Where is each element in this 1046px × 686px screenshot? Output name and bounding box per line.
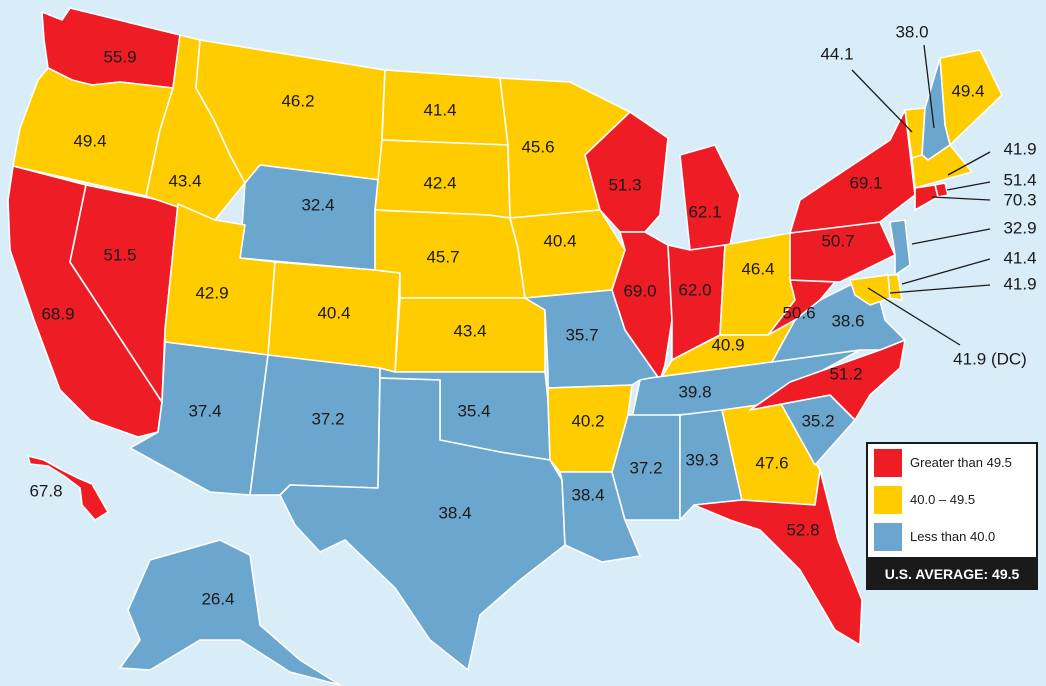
legend-item-low: Less than 40.0: [868, 518, 1036, 555]
value-label-sd: 42.4: [423, 173, 456, 192]
value-label-me: 49.4: [951, 81, 984, 100]
state-fl: [693, 469, 863, 646]
legend-swatch-high: [874, 448, 902, 477]
legend-item-mid: 40.0 – 49.5: [868, 481, 1036, 518]
value-label-nd: 41.4: [423, 100, 456, 119]
value-label-va: 38.6: [831, 311, 864, 330]
legend-swatch-low: [874, 522, 902, 551]
value-label-al: 39.3: [685, 450, 718, 469]
value-label-ri: 51.4: [1003, 170, 1036, 189]
value-label-ga: 47.6: [755, 453, 788, 472]
value-label-de: 41.4: [1003, 248, 1036, 267]
value-label-ct: 70.3: [1003, 190, 1036, 209]
state-ak: [119, 539, 341, 686]
state-hi: [27, 455, 109, 521]
value-label-nj: 32.9: [1003, 218, 1036, 237]
value-label-wv: 50.6: [782, 303, 815, 322]
state-wy: [239, 164, 381, 271]
state-value-labels: 55.9 49.4 68.9 51.5 43.4 46.2 32.4 42.9 40.4 37.4…: [29, 22, 1036, 608]
value-label-hi: 67.8: [29, 481, 62, 500]
value-label-ak: 26.4: [201, 589, 234, 608]
value-label-mo: 35.7: [565, 325, 598, 344]
value-label-la: 38.4: [571, 485, 604, 504]
legend: Greater than 49.5 40.0 – 49.5 Less than …: [866, 442, 1038, 590]
legend-label-low: Less than 40.0: [910, 529, 996, 544]
legend-swatch-mid: [874, 485, 902, 514]
value-label-wy: 32.4: [301, 195, 334, 214]
value-label-mn: 45.6: [521, 137, 554, 156]
value-label-vt: 44.1: [820, 44, 853, 63]
value-label-oh: 46.4: [741, 259, 774, 278]
value-label-ky: 40.9: [711, 335, 744, 354]
state-nc: [749, 339, 906, 421]
state-wi: [584, 111, 669, 233]
value-label-ar: 40.2: [571, 411, 604, 430]
value-label-ut: 42.9: [195, 283, 228, 302]
value-label-ne: 45.7: [426, 247, 459, 266]
value-label-ms: 37.2: [629, 458, 662, 477]
value-label-nh: 38.0: [895, 22, 928, 41]
value-label-mi: 62.1: [688, 202, 721, 221]
callout-line-ct: [931, 196, 991, 201]
callout-line-de: [901, 258, 991, 285]
value-label-co: 40.4: [317, 303, 350, 322]
callout-line-nh: [923, 44, 935, 129]
state-il: [611, 231, 673, 381]
value-label-in: 62.0: [678, 280, 711, 299]
value-label-il: 69.0: [623, 281, 656, 300]
value-label-ma: 41.9: [1003, 139, 1036, 158]
value-label-tn: 39.8: [678, 382, 711, 401]
legend-item-high: Greater than 49.5: [868, 444, 1036, 481]
value-label-ok: 35.4: [457, 401, 490, 420]
value-label-nv: 51.5: [103, 245, 136, 264]
value-label-ca: 68.9: [41, 304, 74, 323]
state-shapes: [7, 7, 1003, 686]
value-label-nc: 51.2: [829, 364, 862, 383]
us-average-label: U.S. AVERAGE: 49.5: [866, 557, 1038, 590]
value-label-ks: 43.4: [453, 321, 486, 340]
value-label-ia: 40.4: [543, 231, 576, 250]
value-label-ny: 69.1: [849, 173, 882, 192]
value-label-or: 49.4: [73, 131, 106, 150]
callout-line-ri: [946, 181, 991, 191]
value-label-nm: 37.2: [311, 409, 344, 428]
state-ia: [509, 209, 626, 299]
value-label-id: 43.4: [168, 171, 201, 190]
value-label-pa: 50.7: [821, 231, 854, 250]
value-label-mt: 46.2: [281, 91, 314, 110]
callout-line-md: [889, 284, 991, 294]
value-label-sc: 35.2: [801, 411, 834, 430]
state-mi: [679, 144, 741, 251]
callout-line-ma: [947, 151, 991, 176]
callout-lines: [851, 44, 991, 346]
value-label-fl: 52.8: [786, 520, 819, 539]
value-label-az: 37.4: [188, 401, 221, 420]
callout-line-dc: [867, 287, 961, 346]
value-label-dc: 41.9 (DC): [953, 349, 1027, 368]
value-label-tx: 38.4: [438, 503, 471, 522]
legend-label-high: Greater than 49.5: [910, 455, 1012, 470]
callout-line-vt: [851, 69, 913, 133]
legend-label-mid: 40.0 – 49.5: [910, 492, 976, 507]
state-tx: [279, 377, 566, 671]
value-label-md: 41.9: [1003, 274, 1036, 293]
state-nj: [889, 219, 911, 276]
state-ks: [394, 297, 546, 373]
value-label-wa: 55.9: [103, 47, 136, 66]
value-label-wi: 51.3: [608, 175, 641, 194]
callout-line-nj: [911, 228, 991, 245]
